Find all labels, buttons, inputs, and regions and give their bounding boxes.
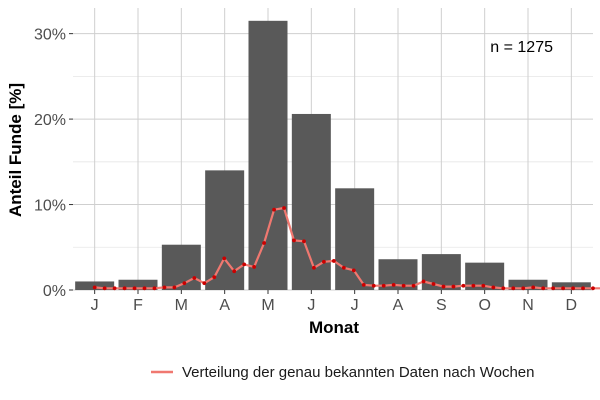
weekly-point [541, 286, 546, 291]
weekly-point [421, 279, 426, 284]
weekly-point [561, 286, 565, 291]
y-axis-ticks: 0% 10% 20% 30% [34, 27, 73, 300]
weekly-point [591, 286, 595, 291]
weekly-point [501, 286, 506, 291]
legend-label: Verteilung der genau bekannten Daten nac… [182, 364, 535, 381]
weekly-point [322, 259, 326, 264]
weekly-point [152, 286, 157, 291]
weekly-point [451, 284, 456, 289]
weekly-point [361, 282, 366, 287]
x-tick-label: F [133, 297, 143, 314]
weekly-point [381, 283, 386, 288]
weekly-point [341, 265, 346, 270]
bars [75, 20, 591, 291]
weekly-point [461, 283, 466, 288]
x-tick-label: M [175, 297, 188, 314]
x-tick-label: N [522, 297, 534, 314]
weekly-point [312, 265, 316, 270]
x-tick-label: J [91, 297, 99, 314]
weekly-point [222, 256, 227, 261]
bar-5 [248, 20, 288, 291]
x-tick-label: A [219, 297, 230, 314]
weekly-point [202, 281, 207, 286]
weekly-point [581, 286, 585, 291]
bar-4 [205, 170, 245, 290]
weekly-point [282, 206, 286, 210]
bar-2 [118, 279, 158, 290]
weekly-point [471, 283, 476, 288]
weekly-point [302, 239, 306, 244]
x-tick-label: D [566, 297, 578, 314]
weekly-point [242, 262, 247, 267]
weekly-point [182, 281, 187, 286]
y-tick-label: 30% [34, 27, 66, 44]
weekly-point [441, 284, 446, 289]
weekly-point [112, 286, 117, 291]
bar-11 [508, 279, 548, 290]
y-axis-title: Anteil Funde [%] [6, 83, 25, 217]
bar-7 [335, 188, 375, 290]
weekly-point [491, 285, 496, 290]
weekly-point [481, 283, 486, 288]
weekly-line [92, 206, 600, 291]
weekly-point [272, 207, 276, 212]
weekly-point [331, 259, 336, 263]
weekly-point [431, 282, 436, 286]
x-tick-label: J [307, 297, 315, 314]
weekly-point [262, 241, 266, 245]
weekly-point [92, 285, 97, 290]
weekly-point [102, 286, 107, 291]
weekly-point [551, 286, 556, 291]
weekly-point [371, 283, 376, 288]
weekly-point [531, 285, 536, 290]
weekly-point [142, 286, 147, 291]
bar-9 [421, 254, 461, 290]
x-axis-title: Monat [309, 318, 359, 337]
x-tick-label: J [351, 297, 359, 314]
weekly-point [192, 276, 197, 280]
x-tick-label: O [478, 297, 490, 314]
x-tick-label: S [436, 297, 447, 314]
weekly-point [571, 286, 575, 291]
weekly-point [411, 283, 416, 288]
weekly-point [172, 285, 177, 290]
y-tick-label: 10% [34, 198, 66, 215]
weekly-point [122, 286, 127, 291]
sample-size-annotation: n = 1275 [490, 39, 553, 56]
weekly-point [521, 286, 526, 291]
weekly-distribution-line [94, 206, 600, 290]
y-tick-label: 20% [34, 112, 66, 129]
weekly-point [252, 265, 257, 269]
weekly-point [401, 283, 406, 288]
weekly-point [132, 286, 137, 291]
bar-3 [161, 244, 201, 290]
x-tick-label: M [261, 297, 274, 314]
weekly-point [162, 285, 167, 290]
x-tick-label: A [393, 297, 404, 314]
weekly-point [511, 286, 516, 291]
bar-12 [551, 282, 591, 290]
weekly-point [391, 282, 396, 287]
y-tick-label: 0% [43, 283, 66, 300]
weekly-point [292, 238, 296, 243]
weekly-point [351, 268, 356, 273]
legend: Verteilung der genau bekannten Daten nac… [151, 364, 535, 381]
weekly-point [212, 275, 217, 280]
weekly-point [232, 269, 237, 274]
